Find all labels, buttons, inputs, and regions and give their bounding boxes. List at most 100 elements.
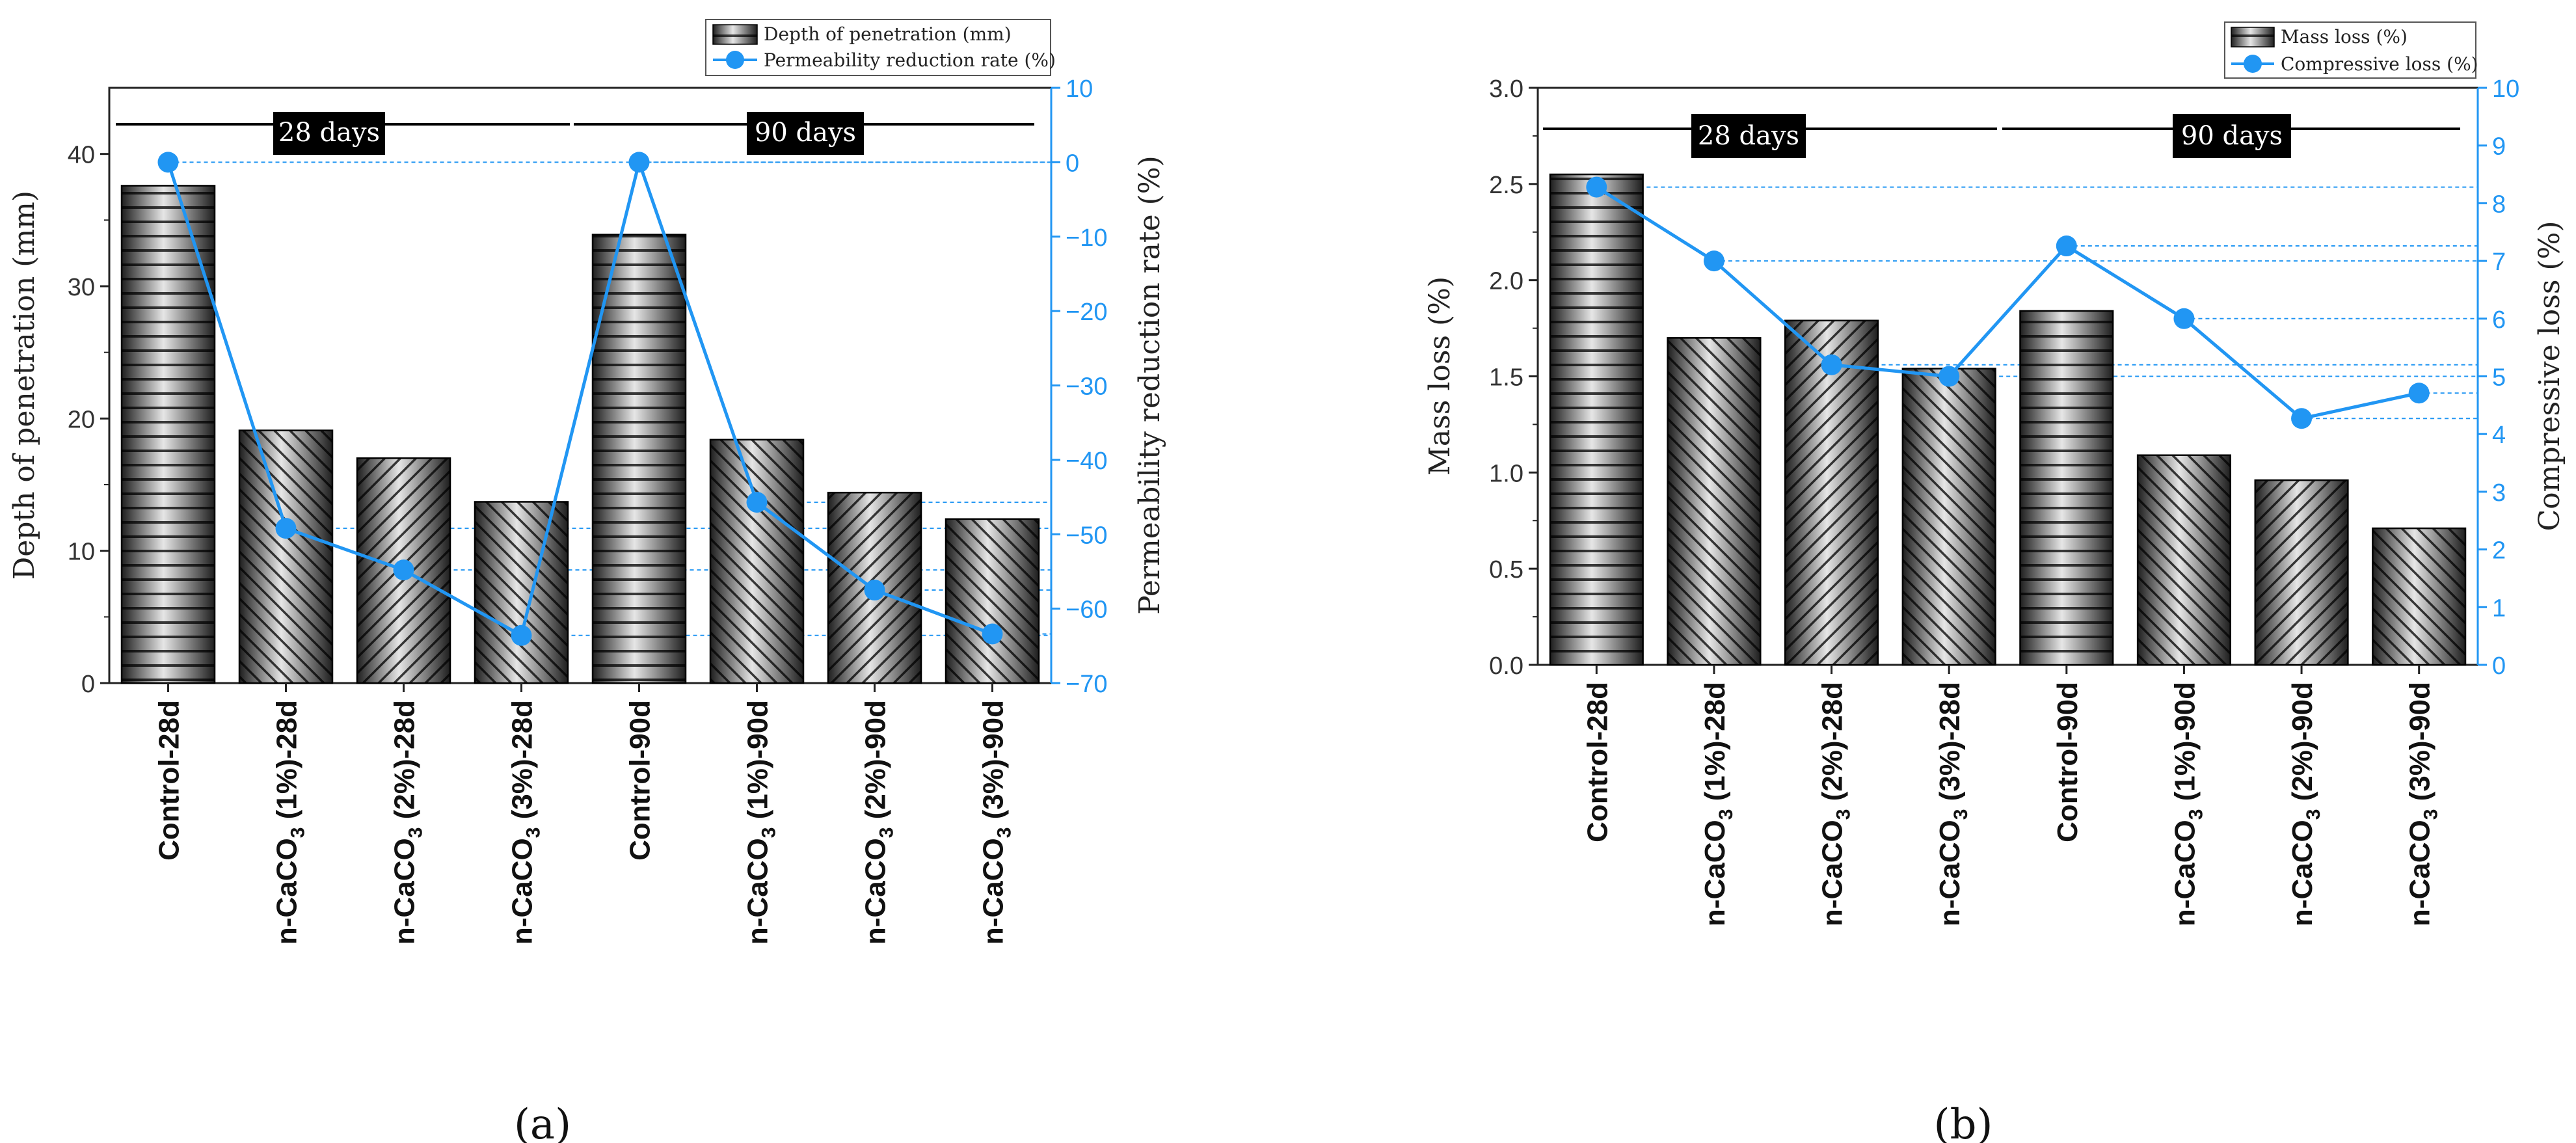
panel-a-xtick-label-sub: 3 <box>523 827 544 839</box>
panel-a-ytick-label: 0 <box>81 671 95 698</box>
panel-a-xtick-label-main: n-CaCO <box>271 838 303 945</box>
panel-b-xtick-label-main: n-CaCO <box>1817 820 1849 926</box>
panel-b-line-point <box>2291 408 2313 429</box>
panel-a-bars <box>120 185 1040 684</box>
panel-a-legend-box <box>705 19 1051 76</box>
panel-b-bar-hatch <box>1550 174 1643 665</box>
panel-a-xtick-label-main: n-CaCO <box>860 838 892 945</box>
panel-b-bar-hatch <box>1667 338 1761 665</box>
panel-b-ytick-label: 3.0 <box>1489 75 1523 103</box>
panel-a-period-label-90: 90 days <box>755 118 856 148</box>
panel-b-y2tick-label: 8 <box>2492 191 2506 218</box>
panel-b-xtick-label-rest: (3%)-90d <box>2404 682 2436 809</box>
panel-b-bar-hatch <box>1902 368 1996 665</box>
panel-a-xtick-label: n-CaCO3 (1%)-28d <box>271 700 309 945</box>
panel-a-xtick-label-sub: 3 <box>994 827 1015 839</box>
panel-b-xtick-label-sub: 3 <box>1950 809 1972 820</box>
panel-b-y2tick-label: 0 <box>2492 652 2506 680</box>
panel-b-xtick-label-main: n-CaCO <box>1934 820 1966 926</box>
panel-a-bar-hatch <box>239 430 332 683</box>
panel-b-legend: Mass loss (%) Compressive loss (%) <box>2224 21 2478 79</box>
panel-a-xtick-label-rest: (1%)-28d <box>271 700 303 827</box>
panel-a-legend-bar-swatch-hatch <box>713 25 757 44</box>
panel-b-bar-hatch <box>2138 455 2231 665</box>
panel-b-line-point <box>2408 383 2430 404</box>
panel-a-ytick-label: 40 <box>68 142 95 169</box>
panel-b-y2tick-label: 4 <box>2492 422 2506 449</box>
panel-a-xtick-label-rest: (3%)-90d <box>978 700 1010 827</box>
panel-b-ytick-label: 2.0 <box>1489 268 1523 295</box>
panel-b-xtick-label-sub: 3 <box>2421 809 2442 820</box>
panel-b-xtick-label-sub: 3 <box>2185 809 2207 820</box>
panel-a-bar-hatch <box>593 234 686 683</box>
panel-a-legend-line-label: Permeability reduction rate (%) <box>764 49 1056 71</box>
panel-b-xtick-label: n-CaCO3 (3%)-28d <box>1934 682 1972 926</box>
panel-a-xtick-label-main: n-CaCO <box>978 838 1010 945</box>
panel-b-gridlines <box>1596 186 2478 420</box>
panel-a-xtick-label-rest: (2%)-28d <box>389 700 421 827</box>
panel-b-period-box-28 <box>1691 114 1806 158</box>
panel-b-y2tick-label: 1 <box>2492 595 2506 622</box>
panel-a-xtick-label-rest: (2%)-90d <box>860 700 892 827</box>
panel-a-line-point <box>746 492 768 513</box>
panel-b-series-line <box>1595 185 2420 420</box>
panel-a-ytick-label: 20 <box>68 406 95 433</box>
panel-a-y2tick-label: −40 <box>1066 448 1107 475</box>
panel-a-xtick-label-main: n-CaCO <box>507 838 539 945</box>
panel-a-xtick-label-main: n-CaCO <box>742 838 774 945</box>
panel-a-line-point <box>275 518 297 539</box>
panel-b-period-label-28: 28 days <box>1698 121 1799 151</box>
panel-b-line-point <box>1703 250 1724 272</box>
panel-b-xtick-label-main: Control-90d <box>2052 682 2084 842</box>
panel-b-y2tick-label: 2 <box>2492 537 2506 565</box>
panel-a-line-point <box>157 152 179 173</box>
panel-b-xtick-label-main: Control-28d <box>1581 682 1613 842</box>
panel-b-ytick-label: 1.5 <box>1489 364 1523 392</box>
panel-b-xtick-label: Control-28d <box>1581 682 1613 842</box>
panel-a-xtick-label: n-CaCO3 (3%)-90d <box>978 700 1015 945</box>
panel-b-ytick-label: 1.0 <box>1489 460 1523 487</box>
panel-a-xtick-label-sub: 3 <box>758 827 780 839</box>
panel-a-left-axis: 0 10 20 30 40 <box>68 142 109 698</box>
panel-a-xtick-label-sub: 3 <box>876 827 898 839</box>
panel-b-right-axis: 0 1 2 3 4 5 6 7 8 9 10 <box>2476 75 2519 680</box>
panel-a-y2tick-label: 10 <box>1066 75 1093 103</box>
panel-b-period-markers: 28 days 90 days <box>1543 114 2460 158</box>
panel-a-xtick-label: n-CaCO3 (2%)-90d <box>860 700 898 945</box>
panel-b-left-axis: 0.0 0.5 1.0 1.5 2.0 2.5 3.0 <box>1489 75 1538 680</box>
panel-b-line-point <box>1821 354 1842 375</box>
panel-a-xtick-label: Control-90d <box>624 700 656 861</box>
panel-b-line-point <box>1586 176 1607 198</box>
panel-a-xtick-label-rest: (3%)-28d <box>507 700 539 827</box>
panel-b-y2tick-label: 9 <box>2492 133 2506 161</box>
panel-b-y2tick-label: 7 <box>2492 249 2506 276</box>
panel-b-xtick-label-rest: (1%)-28d <box>1699 682 1731 809</box>
panel-b-xtick-label-rest: (2%)-28d <box>1817 682 1849 809</box>
panel-b-period-box-90 <box>2173 114 2291 158</box>
panel-b-xtick-label: n-CaCO3 (2%)-28d <box>1817 682 1855 926</box>
panel-b-xtick-label-sub: 3 <box>2303 809 2324 820</box>
panel-b-ytick-label: 2.5 <box>1489 172 1523 199</box>
panel-b-xtick-label-main: n-CaCO <box>1699 820 1731 926</box>
panel-b-y2tick-label: 10 <box>2492 75 2519 103</box>
panel-b-legend-bar-swatch-hatch <box>2231 27 2274 47</box>
panel-b-xtick-label-rest: (1%)-90d <box>2169 682 2201 809</box>
panel-b-xtick-label: n-CaCO3 (1%)-90d <box>2169 682 2207 926</box>
panel-b-xtick-label-sub: 3 <box>1715 809 1737 820</box>
panel-a-period-label-28: 28 days <box>278 118 380 148</box>
panel-b-bars <box>1549 173 2467 666</box>
panel-a-y2label: Permeability reduction rate (%) <box>1133 155 1166 615</box>
panel-a-line-point <box>864 580 885 601</box>
panel-a-bar-hatch <box>122 185 215 683</box>
panel-a-bar-hatch <box>475 502 568 683</box>
panel-b-y2tick-label: 5 <box>2492 364 2506 392</box>
panel-b-period-label-90: 90 days <box>2181 121 2283 151</box>
panel-b-legend-bar-label: Mass loss (%) <box>2281 26 2408 47</box>
panel-b-xtick-label-main: n-CaCO <box>2287 820 2318 926</box>
panel-a-y2tick-label: −50 <box>1066 522 1107 549</box>
panel-a-y2tick-label: −20 <box>1066 299 1107 326</box>
